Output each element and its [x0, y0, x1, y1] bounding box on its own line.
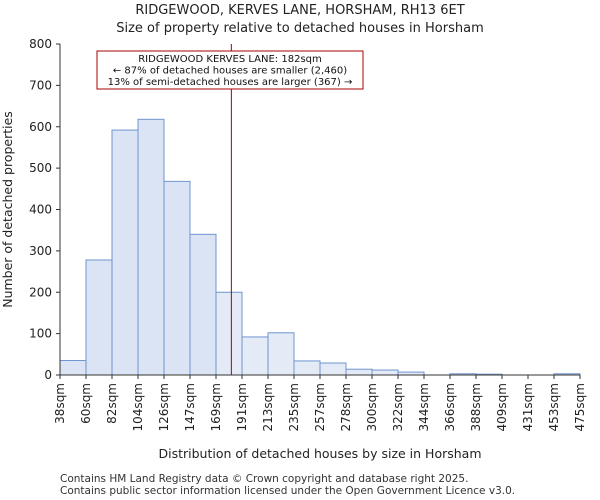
footer-line-2: Contains public sector information licen…: [60, 485, 516, 497]
annotation-box: [96, 50, 364, 90]
x-tick-label-366sqm: 366sqm: [443, 383, 457, 431]
x-tick-label-38sqm: 38sqm: [53, 383, 67, 424]
bar-38sqm: [59, 360, 87, 376]
annotation-line-2: ← 87% of detached houses are smaller (2,…: [113, 66, 347, 77]
y-tick-label-800: 800: [29, 37, 52, 51]
x-tick-label-322sqm: 322sqm: [391, 383, 405, 431]
bar-104sqm: [137, 118, 165, 376]
chart-subtitle: Size of property relative to detached ho…: [116, 21, 484, 36]
bar-82sqm: [111, 129, 139, 376]
x-tick-label-431sqm: 431sqm: [521, 383, 535, 431]
bar-191sqm: [241, 336, 269, 376]
x-tick-label-388sqm: 388sqm: [469, 383, 483, 431]
x-axis-title: Distribution of detached houses by size …: [158, 446, 481, 461]
y-tick-label-700: 700: [29, 78, 52, 92]
x-tick-label-344sqm: 344sqm: [417, 383, 431, 431]
x-tick-label-191sqm: 191sqm: [235, 383, 249, 431]
annotation-line-3: 13% of semi-detached houses are larger (…: [108, 77, 353, 88]
y-tick-label-0: 0: [44, 368, 52, 382]
x-tick-label-409sqm: 409sqm: [495, 383, 509, 431]
y-tick-label-500: 500: [29, 161, 52, 175]
bar-126sqm: [163, 180, 191, 376]
footer-line-1: Contains HM Land Registry data © Crown c…: [60, 473, 469, 485]
x-tick-label-147sqm: 147sqm: [183, 383, 197, 431]
x-tick-label-126sqm: 126sqm: [157, 383, 171, 431]
x-tick-label-235sqm: 235sqm: [287, 383, 301, 431]
bar-60sqm: [85, 259, 113, 376]
x-tick-label-475sqm: 475sqm: [573, 383, 587, 431]
bar-169sqm: [215, 291, 243, 376]
bar-300sqm: [371, 369, 399, 376]
bar-257sqm: [319, 362, 347, 376]
y-tick-label-200: 200: [29, 285, 52, 299]
bar-235sqm: [293, 360, 321, 376]
y-tick-label-300: 300: [29, 244, 52, 258]
x-tick-label-278sqm: 278sqm: [339, 383, 353, 431]
chart-title: RIDGEWOOD, KERVES LANE, HORSHAM, RH13 6E…: [135, 3, 465, 18]
y-tick-label-100: 100: [29, 327, 52, 341]
bar-147sqm: [189, 233, 217, 376]
x-tick-label-82sqm: 82sqm: [105, 383, 119, 424]
x-tick-label-169sqm: 169sqm: [209, 383, 223, 431]
annotation-line-1: RIDGEWOOD KERVES LANE: 182sqm: [138, 54, 322, 65]
x-tick-label-257sqm: 257sqm: [313, 383, 327, 431]
x-tick-label-213sqm: 213sqm: [261, 383, 275, 431]
x-tick-label-300sqm: 300sqm: [365, 383, 379, 431]
y-tick-label-400: 400: [29, 203, 52, 217]
bar-213sqm: [267, 332, 295, 376]
x-tick-label-104sqm: 104sqm: [131, 383, 145, 431]
x-tick-label-453sqm: 453sqm: [547, 383, 561, 431]
y-axis-title: Number of detached properties: [0, 111, 15, 308]
bar-278sqm: [345, 368, 373, 376]
y-tick-label-600: 600: [29, 120, 52, 134]
x-tick-label-60sqm: 60sqm: [79, 383, 93, 424]
